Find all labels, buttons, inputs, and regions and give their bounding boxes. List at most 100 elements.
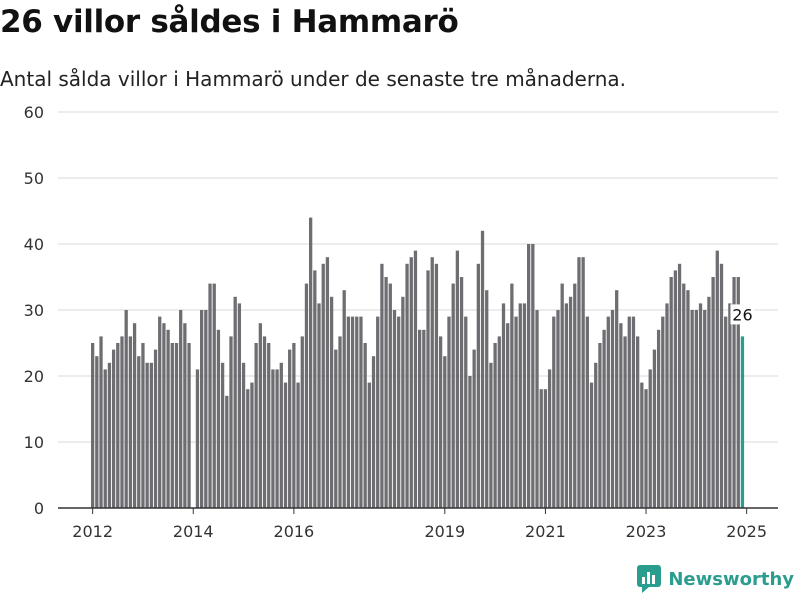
bar (321, 263, 325, 508)
bar (661, 316, 665, 508)
highlight-data-label: 26 (732, 305, 752, 324)
bar (518, 303, 522, 508)
bar (212, 283, 216, 508)
chart-subtitle: Antal sålda villor i Hammarö under de se… (0, 67, 627, 91)
bar (380, 263, 384, 508)
bar (174, 343, 179, 508)
bar (451, 283, 455, 508)
y-tick-label: 20 (24, 367, 44, 386)
bar (229, 336, 233, 508)
bar (145, 362, 149, 508)
bar (363, 343, 367, 508)
bar (220, 362, 225, 508)
bar (149, 362, 153, 508)
bar (485, 290, 489, 508)
bar (183, 323, 187, 508)
bar (296, 382, 300, 508)
bar (111, 349, 116, 508)
bar (141, 343, 145, 508)
bar (233, 296, 237, 508)
bar (514, 316, 518, 508)
bar (631, 316, 636, 508)
x-tick-label: 2012 (72, 522, 113, 541)
bar (510, 283, 514, 508)
bar (120, 336, 124, 508)
bar (195, 369, 200, 508)
bar (405, 263, 409, 508)
bar (577, 257, 581, 508)
bar (682, 283, 686, 508)
bar (447, 316, 451, 508)
bar (91, 343, 95, 508)
bar (636, 336, 640, 508)
x-tick-label: 2014 (173, 522, 214, 541)
bar (707, 296, 711, 508)
bar (673, 270, 678, 508)
bar (489, 362, 493, 508)
bar (543, 389, 548, 508)
bar (342, 290, 346, 508)
bar (246, 389, 250, 508)
bar (237, 303, 242, 508)
bar (694, 310, 698, 508)
bar (480, 230, 485, 509)
bar (359, 316, 363, 508)
bar (619, 323, 623, 508)
bar (350, 316, 355, 508)
bar (338, 336, 342, 508)
bar (615, 290, 619, 508)
bar (166, 329, 170, 508)
bar (690, 310, 694, 508)
bar (317, 303, 321, 508)
bar (128, 336, 133, 508)
bar (275, 369, 279, 508)
y-tick-label: 40 (24, 235, 44, 254)
bar (677, 263, 682, 508)
bar (200, 310, 204, 508)
bar (271, 369, 275, 508)
bar (711, 277, 715, 508)
bar (392, 310, 397, 508)
bar (179, 310, 183, 508)
bar (241, 362, 246, 508)
bar (610, 310, 615, 508)
bar (669, 277, 673, 508)
bar (459, 277, 464, 508)
bar (99, 336, 103, 508)
bar (573, 283, 577, 508)
bar (527, 244, 531, 508)
bar (250, 382, 254, 508)
bar (397, 316, 401, 508)
bar (719, 263, 724, 508)
highlight-bar (740, 336, 745, 508)
bar (288, 349, 292, 508)
bar (665, 303, 669, 508)
bar (736, 277, 740, 508)
bar (648, 369, 652, 508)
bar (581, 257, 585, 508)
y-tick-label: 0 (34, 499, 44, 518)
bar (401, 296, 405, 508)
bar (313, 270, 317, 508)
bar (388, 283, 392, 508)
brand-logo[interactable]: Newsworthy (636, 564, 794, 594)
bar (493, 343, 497, 508)
y-tick-label: 60 (24, 103, 44, 122)
bar (703, 310, 707, 508)
bar (476, 263, 480, 508)
bar (170, 343, 174, 508)
bar (376, 316, 380, 508)
bar (292, 343, 296, 508)
bar (497, 336, 501, 508)
bar (430, 257, 434, 508)
bar (254, 343, 258, 508)
bar (686, 290, 690, 508)
brand-name: Newsworthy (668, 568, 794, 590)
bar (564, 303, 569, 508)
bar (644, 389, 648, 508)
bar (346, 316, 351, 508)
bar (262, 336, 267, 508)
bar (329, 296, 334, 508)
bar (124, 310, 128, 508)
